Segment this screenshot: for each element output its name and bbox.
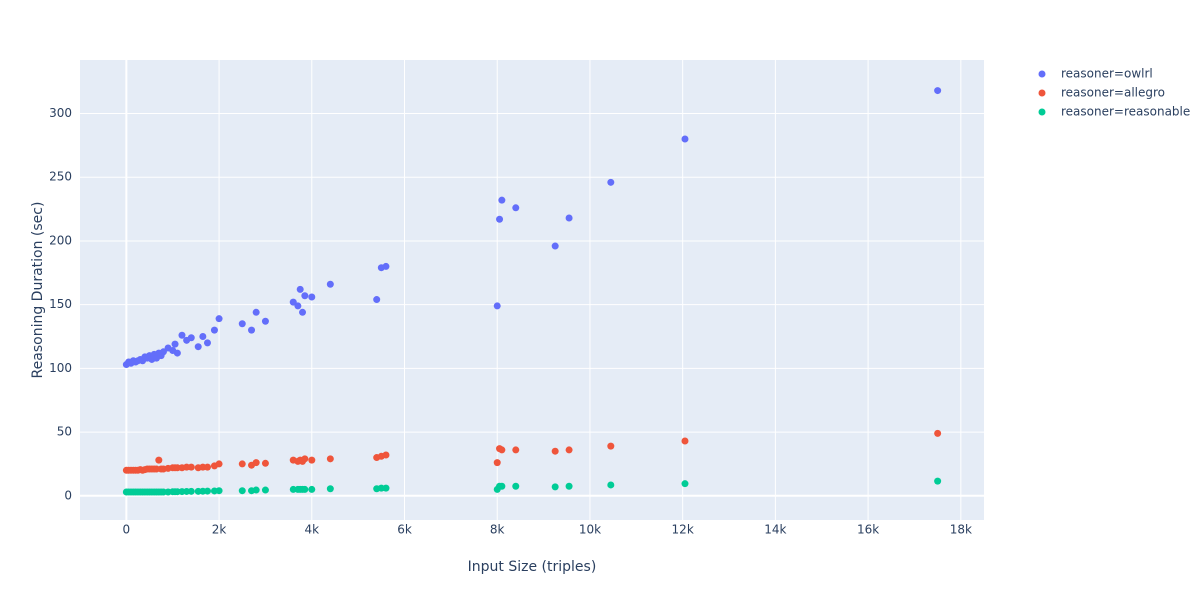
point (289, 298, 297, 306)
point (565, 482, 573, 490)
point (187, 463, 195, 471)
point (498, 482, 506, 490)
legend-marker (1038, 70, 1046, 78)
y-tick-label: 50 (57, 425, 72, 439)
point (512, 446, 520, 454)
y-tick-label: 0 (64, 488, 72, 502)
point (512, 204, 520, 212)
point (194, 343, 202, 351)
y-axis-title: Reasoning Duration (sec) (30, 202, 46, 379)
y-tick-label: 150 (49, 297, 72, 311)
point (681, 437, 689, 445)
point (493, 459, 501, 467)
point (681, 480, 689, 488)
legend-label: reasoner=allegro (1061, 86, 1165, 100)
point (934, 87, 942, 95)
point (498, 196, 506, 204)
x-tick-label: 2k (212, 523, 227, 537)
point (210, 326, 218, 334)
point (252, 459, 260, 467)
point (493, 302, 501, 310)
point (551, 447, 559, 455)
point (199, 333, 207, 341)
point (382, 484, 390, 492)
y-tick-label: 100 (49, 361, 72, 375)
point (203, 487, 211, 495)
point (294, 302, 302, 310)
x-tick-label: 14k (764, 523, 786, 537)
point (382, 262, 390, 270)
point (301, 455, 309, 463)
point (155, 456, 163, 464)
x-tick-label: 4k (304, 523, 319, 537)
x-tick-label: 0 (123, 523, 131, 537)
point (934, 429, 942, 437)
x-axis-title: Input Size (triples) (468, 559, 597, 575)
point (301, 485, 309, 493)
point (934, 477, 942, 485)
point (296, 285, 304, 293)
point (187, 334, 195, 342)
point (173, 349, 181, 357)
point (607, 178, 615, 186)
point (308, 293, 316, 301)
y-tick-label: 250 (49, 170, 72, 184)
x-tick-label: 10k (579, 523, 601, 537)
point (187, 487, 195, 495)
point (498, 446, 506, 454)
legend-label: reasoner=owlrl (1061, 67, 1153, 81)
point (681, 135, 689, 143)
point (215, 460, 223, 468)
point (496, 215, 504, 223)
y-tick-label: 300 (49, 106, 72, 120)
point (252, 486, 260, 494)
legend-marker (1038, 108, 1046, 116)
x-tick-label: 8k (490, 523, 505, 537)
point (326, 485, 334, 493)
y-tick-label: 200 (49, 233, 72, 247)
point (215, 315, 223, 323)
point (248, 326, 256, 334)
point (215, 487, 223, 495)
point (159, 348, 167, 356)
point (565, 446, 573, 454)
point (203, 339, 211, 347)
x-tick-label: 12k (672, 523, 694, 537)
plot-area (80, 60, 984, 520)
point (238, 320, 246, 328)
point (261, 317, 269, 325)
point (301, 292, 309, 300)
point (238, 460, 246, 468)
point (308, 485, 316, 493)
point (512, 482, 520, 490)
point (326, 455, 334, 463)
point (607, 442, 615, 450)
point (551, 242, 559, 250)
x-tick-label: 16k (857, 523, 879, 537)
point (178, 331, 186, 339)
x-tick-label: 18k (950, 523, 972, 537)
point (308, 456, 316, 464)
point (607, 481, 615, 489)
point (373, 296, 381, 304)
point (238, 487, 246, 495)
point (261, 486, 269, 494)
x-tick-label: 6k (397, 523, 412, 537)
point (203, 463, 211, 471)
point (326, 280, 334, 288)
point (565, 214, 573, 222)
point (171, 340, 179, 348)
point (252, 308, 260, 316)
point (551, 483, 559, 491)
legend-marker (1038, 89, 1046, 97)
point (382, 451, 390, 459)
legend-label: reasoner=reasonable (1061, 105, 1190, 119)
point (299, 308, 307, 316)
point (261, 459, 269, 467)
